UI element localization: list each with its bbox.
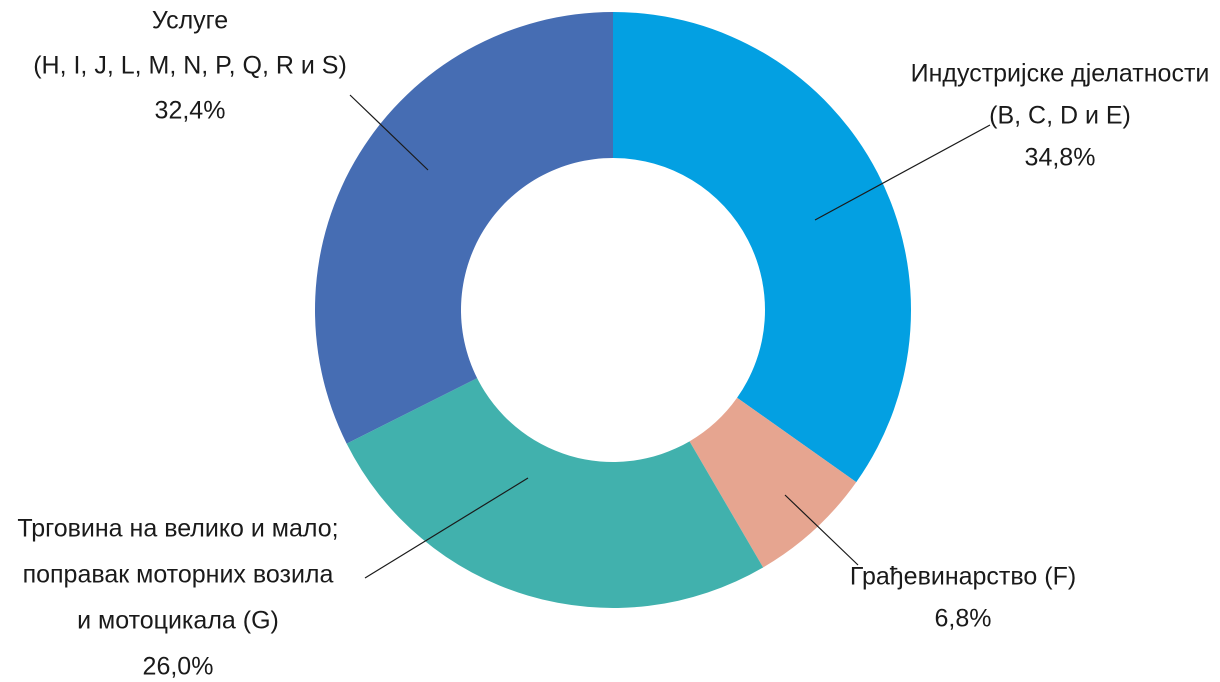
donut-segment: [613, 12, 911, 483]
category-label: (H, I, J, L, M, N, P, Q, R и S): [33, 52, 347, 80]
donut-segment: [315, 12, 613, 444]
leader-line: [364, 477, 529, 579]
category-label: Индустријске дјелатности: [911, 60, 1210, 88]
leader-line: [784, 494, 859, 566]
value-label: 26,0%: [143, 653, 214, 681]
leader-line: [814, 124, 991, 221]
category-label: поправак моторних возила: [23, 561, 334, 589]
category-label: (B, C, D и E): [989, 102, 1131, 130]
category-label: и мотоцикала (G): [77, 607, 279, 635]
leader-line: [349, 94, 429, 171]
value-label: 34,8%: [1025, 144, 1096, 172]
category-label: Грађевинарство (F): [850, 563, 1076, 591]
value-label: 6,8%: [935, 605, 992, 633]
category-label: Трговина на велико и мало;: [17, 515, 338, 543]
donut-segment: [346, 378, 764, 608]
value-label: 32,4%: [155, 97, 226, 125]
category-label: Услуге: [152, 7, 228, 35]
donut-segment: [689, 397, 857, 568]
